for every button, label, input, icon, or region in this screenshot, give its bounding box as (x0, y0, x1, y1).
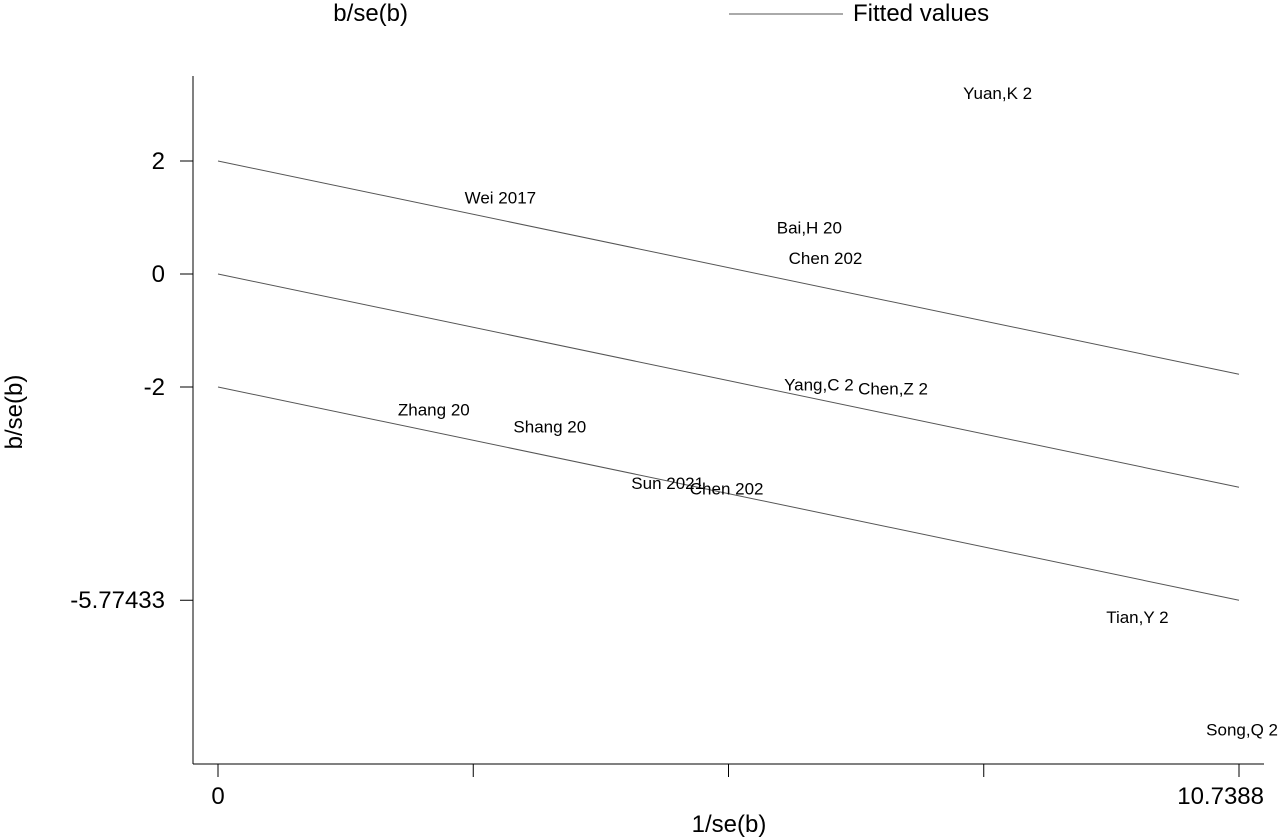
x-ticks: 0 10.7388 (211, 764, 1264, 810)
legend-label-fitted: Fitted values (853, 0, 989, 27)
fitted-line-lower (217, 386, 1240, 601)
y-tick-label: 0 (152, 261, 165, 288)
point-label: Song,Q 2 (1206, 720, 1278, 739)
point-label: Chen,Z 2 (858, 380, 928, 399)
x-tick-label: 10.7388 (1177, 783, 1264, 810)
y-ticks: 2 0 -2 -5.77433 (70, 148, 193, 614)
legend-label-points: b/se(b) (333, 0, 408, 27)
y-tick-label: 2 (152, 148, 165, 175)
y-tick-label: -2 (144, 374, 165, 401)
point-label: Bai,H 20 (777, 219, 842, 238)
point-label: Tian,Y 2 (1106, 608, 1168, 627)
fitted-line-upper (217, 160, 1240, 375)
point-label: Wei 2017 (465, 189, 537, 208)
fitted-line-fitted (217, 273, 1240, 488)
x-tick-label: 0 (211, 783, 224, 810)
y-tick-label: -5.77433 (70, 587, 165, 614)
y-axis-title: b/se(b) (1, 375, 28, 450)
point-label: Yuan,K 2 (963, 84, 1032, 103)
point-label: Zhang 20 (398, 401, 470, 420)
point-label: Chen 202 (789, 249, 863, 268)
point-label: Shang 20 (513, 418, 586, 437)
x-axis-title: 1/se(b) (692, 811, 767, 838)
point-label: Yang,C 2 (784, 376, 854, 395)
legend: b/se(b) Fitted values (333, 0, 989, 27)
fitted-lines (217, 160, 1240, 601)
point-labels: Yuan,K 2 Wei 2017 Bai,H 20 Chen 202 Yang,C 2… (398, 84, 1278, 739)
point-label: Chen 202 (690, 480, 764, 499)
point-label: Sun 2021 (631, 474, 704, 493)
